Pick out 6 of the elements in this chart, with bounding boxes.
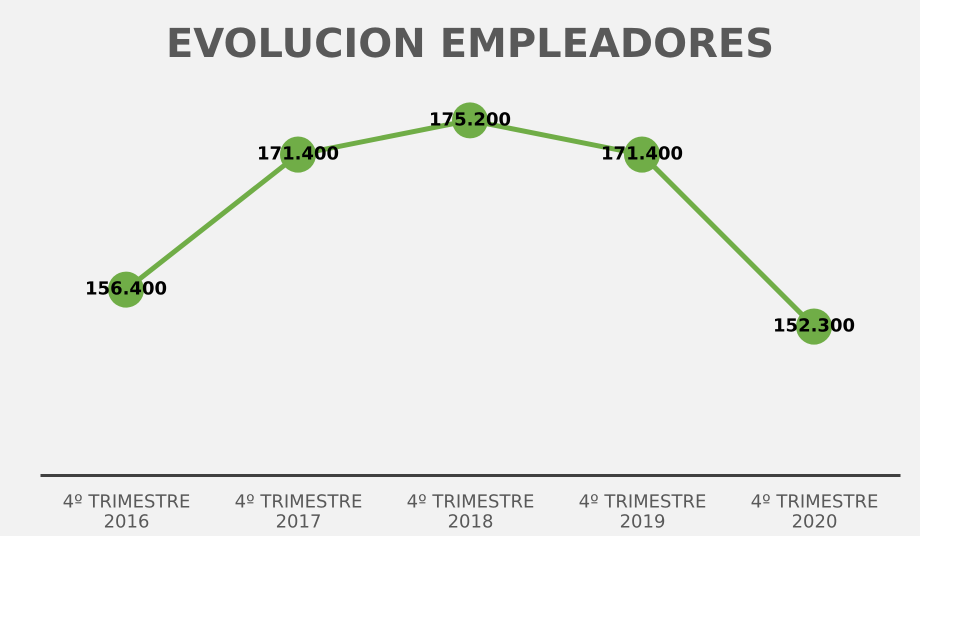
- x-tick-label: 4º TRIMESTRE 2018: [406, 492, 534, 532]
- x-tick-label: 4º TRIMESTRE 2017: [234, 492, 362, 532]
- chart-title: EVOLUCION EMPLEADORES: [166, 21, 774, 67]
- x-tick-label: 4º TRIMESTRE 2016: [62, 492, 190, 532]
- x-tick-label: 4º TRIMESTRE 2020: [750, 492, 878, 532]
- x-tick-label: 4º TRIMESTRE 2019: [578, 492, 706, 532]
